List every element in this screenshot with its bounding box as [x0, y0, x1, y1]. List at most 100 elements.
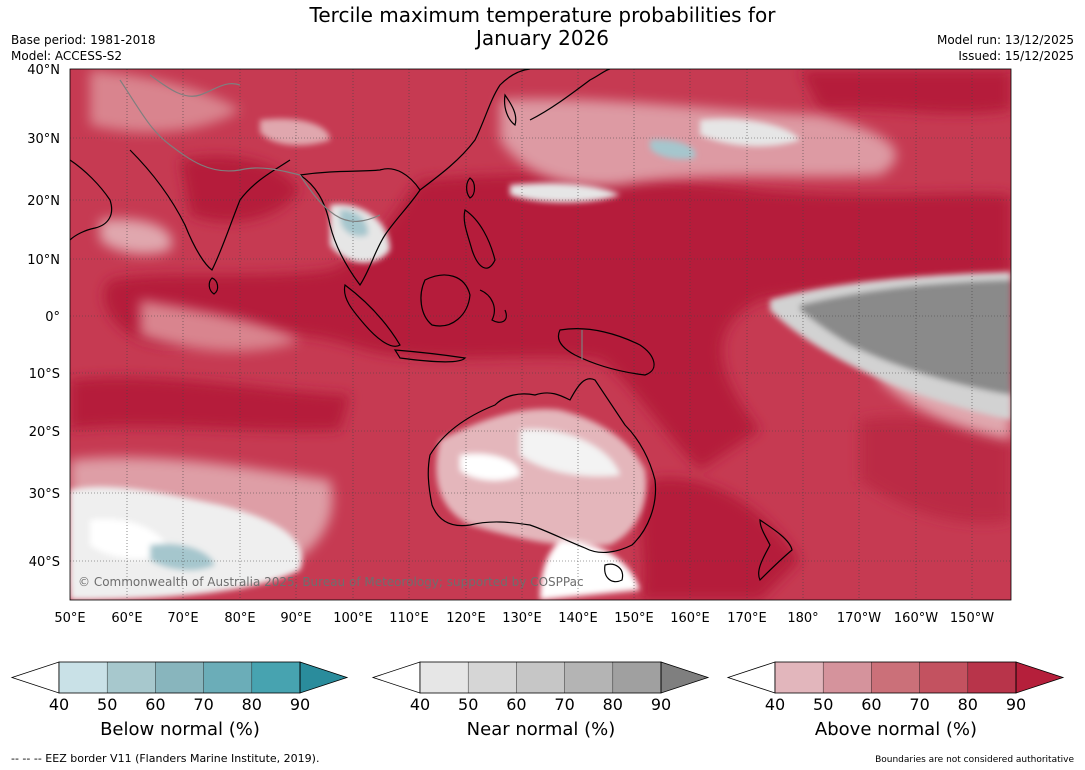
- border-line: [149, 74, 241, 97]
- country-borders: [119, 74, 583, 360]
- probability-field: [70, 69, 1011, 600]
- model-info: Base period: 1981-2018 Model: ACCESS-S2: [11, 32, 156, 64]
- map-frame: [69, 68, 1012, 601]
- colorbar-segment: [107, 662, 156, 693]
- colorbar-tick-label: 90: [651, 695, 671, 714]
- colorbar: 40 50 60 70 80 90: [371, 661, 710, 714]
- lon-tick-label: 150°W: [950, 611, 994, 626]
- lon-tick-label: 50°E: [54, 611, 85, 626]
- colorbar-tick-label: 40: [765, 695, 785, 714]
- lon-tick-label: 170°E: [727, 611, 767, 626]
- colorbar-tick-label: 50: [458, 695, 478, 714]
- colorbar-segment: [564, 662, 613, 693]
- colorbar-segment: [516, 662, 565, 693]
- lon-tick-label: 140°E: [558, 611, 598, 626]
- lat-tick-label: 20°S: [29, 425, 60, 440]
- colorbar-segment: [420, 662, 469, 693]
- near-normal-cold-tongue: [770, 272, 1011, 420]
- eez-note: -- -- -- EEZ border V11 (Flanders Marine…: [11, 752, 320, 765]
- colorbar-low-arrow: [10, 661, 60, 694]
- new-guinea-coastline: [557, 328, 655, 376]
- colorbar-tick-label: 50: [813, 695, 833, 714]
- colorbar-segment: [612, 662, 661, 693]
- map-title: Tercile maximum temperature probabilitie…: [0, 4, 1085, 50]
- colorbar: 40 50 60 70 80 90: [10, 661, 349, 714]
- lon-tick-label: 80°E: [224, 611, 255, 626]
- sulawesi-coastline: [479, 289, 507, 323]
- model-name: Model: ACCESS-S2: [11, 49, 123, 63]
- java-coastline: [393, 349, 467, 363]
- lat-tick-label: 30°S: [29, 487, 60, 502]
- colorbar-tick-label: 80: [603, 695, 623, 714]
- border-line: [299, 174, 381, 222]
- lat-tick-label: 10°N: [27, 253, 60, 268]
- model-run-date: Model run: 13/12/2025: [936, 33, 1074, 47]
- title-line-2: January 2026: [475, 26, 610, 50]
- lon-tick-label: 150°E: [614, 611, 654, 626]
- run-info: Model run: 13/12/2025 Issued: 15/12/2025: [937, 32, 1074, 64]
- southwest-neutral-region: [70, 486, 640, 600]
- colorbar-tick-label: 40: [410, 695, 430, 714]
- scattered-neutral-patches: [260, 118, 800, 263]
- colorbar-tick-label: 70: [554, 695, 574, 714]
- colorbars: 40 50 60 70 80 90 40 50 60 70 80 90 40 50 60 70 80 90: [10, 661, 1065, 714]
- lon-tick-label: 170°W: [837, 611, 881, 626]
- india-coastline: [129, 149, 291, 271]
- lat-tick-label: 20°N: [27, 194, 60, 209]
- base-period: Base period: 1981-2018: [11, 33, 156, 47]
- australia-coastline: [427, 378, 657, 554]
- colorbar-segment: [967, 662, 1016, 693]
- taiwan-coastline: [466, 177, 476, 199]
- colorbar-tick-label: 60: [145, 695, 165, 714]
- title-line-1: Tercile maximum temperature probabilitie…: [309, 3, 776, 27]
- colorbar-tick-label: 60: [506, 695, 526, 714]
- colorbar-tick-label: 90: [1006, 695, 1026, 714]
- colorbar-tick-label: 60: [861, 695, 881, 714]
- lon-tick-label: 90°E: [280, 611, 311, 626]
- colorbar-segment: [823, 662, 872, 693]
- colorbar-segment: [203, 662, 252, 693]
- lon-tick-label: 130°E: [502, 611, 542, 626]
- east-asia-coastline: [419, 69, 531, 191]
- lon-tick-label: 160°W: [894, 611, 938, 626]
- colorbar-tick-label: 80: [242, 695, 262, 714]
- lon-tick-label: 100°E: [333, 611, 373, 626]
- lat-tick-label: 10°S: [29, 367, 60, 382]
- indochina-coastline: [298, 168, 421, 287]
- korea-coastline: [503, 93, 517, 126]
- colorbar-low-arrow: [726, 661, 776, 694]
- borneo-coastline: [420, 274, 471, 327]
- above-90-regions: [70, 70, 1011, 600]
- legend-title-near: Near normal (%): [466, 719, 616, 740]
- colorbar-tick-label: 80: [958, 695, 978, 714]
- colorbar-high-arrow: [299, 661, 349, 694]
- colorbar: 40 50 60 70 80 90: [726, 661, 1065, 714]
- arabia-coastline: [70, 159, 113, 241]
- lat-tick-label: 40°S: [29, 555, 60, 570]
- colorbar-segment: [871, 662, 920, 693]
- latitude-labels: 40°N 30°N 20°N 10°N 0° 10°S 20°S 30°S 40°S: [27, 63, 60, 570]
- japan-coastline: [529, 69, 611, 121]
- colorbar-segment: [775, 662, 824, 693]
- lon-tick-label: 180°: [787, 611, 818, 626]
- lat-tick-label: 30°N: [27, 132, 60, 147]
- lon-tick-label: 70°E: [167, 611, 198, 626]
- lon-tick-label: 60°E: [111, 611, 142, 626]
- colorbar-tick-label: 90: [290, 695, 310, 714]
- tasmania-coastline: [604, 563, 624, 583]
- boundaries-disclaimer: Boundaries are not considered authoritat…: [875, 755, 1074, 765]
- longitude-labels: 50°E 60°E 70°E 80°E 90°E 100°E 110°E 120°E 130°E…: [54, 611, 994, 626]
- colorbar-tick-label: 70: [909, 695, 929, 714]
- colorbar-segment: [468, 662, 517, 693]
- colorbar-outline: [774, 661, 1017, 694]
- legend-title-below: Below normal (%): [100, 719, 260, 740]
- sri-lanka-coastline: [208, 277, 219, 295]
- colorbar-high-arrow: [660, 661, 710, 694]
- philippines-coastline: [463, 209, 496, 269]
- colorbar-segment: [919, 662, 968, 693]
- issued-date: Issued: 15/12/2025: [958, 49, 1074, 63]
- lon-tick-label: 110°E: [389, 611, 429, 626]
- colorbar-segment: [59, 662, 108, 693]
- lon-tick-label: 160°E: [670, 611, 710, 626]
